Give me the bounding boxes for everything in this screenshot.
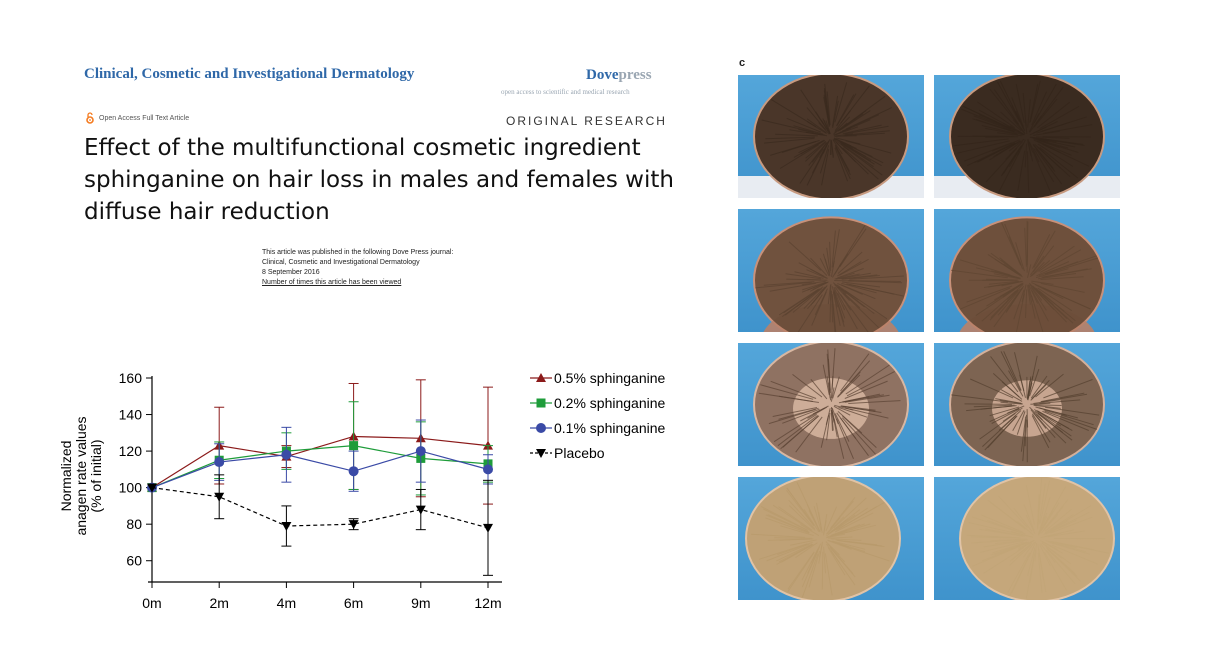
pub-line-1: This article was published in the follow… <box>262 249 454 256</box>
data-point <box>214 457 225 468</box>
series-0-5-sphinganine <box>147 379 493 505</box>
data-point <box>415 446 426 457</box>
legend-marker <box>536 449 546 458</box>
scalp-photo <box>738 209 924 332</box>
section-label: ORIGINAL RESEARCH <box>506 114 667 128</box>
legend-label: Placebo <box>554 445 605 461</box>
dovepress-logo[interactable]: Dovepress <box>586 67 652 84</box>
publication-info: This article was published in the follow… <box>262 248 453 288</box>
open-access-label: Open Access Full Text Article <box>99 114 190 122</box>
scalp-photo <box>738 75 924 198</box>
legend-label: 0.5% sphinganine <box>554 370 666 386</box>
chart-series <box>147 379 493 576</box>
y-tick-label: 60 <box>126 553 142 569</box>
data-point <box>349 441 359 451</box>
anagen-rate-chart: 60 80 100 120 140 160 0m 2m 4m 6m 9m 12m Normalizeda… <box>58 370 666 611</box>
legend-marker <box>536 423 546 433</box>
article-header: Clinical, Cosmetic and Investigational D… <box>40 40 680 330</box>
scalp-photo <box>934 477 1120 600</box>
legend-label: 0.1% sphinganine <box>554 420 666 436</box>
pub-date: 8 September 2016 <box>262 269 320 276</box>
views-link[interactable]: Number of times this article has been vi… <box>262 279 402 286</box>
data-point <box>415 505 426 515</box>
series-0-1-sphinganine <box>147 419 493 493</box>
pub-line-2: Clinical, Cosmetic and Investigational D… <box>262 259 420 266</box>
chart-axes: 60 80 100 120 140 160 0m 2m 4m 6m 9m 12m Normalizeda… <box>58 370 502 611</box>
legend-label: 0.2% sphinganine <box>554 395 666 411</box>
legend-marker <box>536 373 546 382</box>
y-tick-label: 120 <box>119 443 143 459</box>
brand-tagline: open access to scientific and medical re… <box>501 88 630 96</box>
y-axis-label: Normalizedanagen rate values(% of initia… <box>58 416 104 535</box>
chart-legend: 0.5% sphinganine 0.2% sphinganine 0.1% sph… <box>530 370 666 461</box>
data-point <box>483 523 493 533</box>
data-point <box>348 520 359 530</box>
legend-entry: Placebo <box>530 445 605 461</box>
x-tick-label: 9m <box>411 595 430 611</box>
article-title: Effect of the multifunctional cosmetic i… <box>84 135 674 225</box>
x-tick-label: 12m <box>474 595 501 611</box>
x-tick-label: 6m <box>344 595 363 611</box>
scalp-photo <box>934 75 1120 198</box>
series-line <box>151 445 489 489</box>
legend-marker <box>536 398 546 408</box>
y-tick-label: 160 <box>119 370 143 386</box>
scalp-photo <box>738 343 924 466</box>
series-placebo <box>147 474 493 576</box>
data-point <box>281 449 292 460</box>
scalp-photo <box>934 343 1120 466</box>
series-line <box>151 450 489 489</box>
open-access-row: Open Access Full Text Article <box>85 112 189 124</box>
series-line <box>151 487 489 529</box>
legend-entry: 0.1% sphinganine <box>530 420 666 436</box>
brand-name: Dove <box>586 67 619 83</box>
data-point <box>483 464 493 475</box>
y-tick-label: 140 <box>119 407 143 423</box>
data-point <box>281 522 292 532</box>
x-tick-label: 2m <box>209 595 228 611</box>
data-point <box>147 483 157 493</box>
brand-suffix: press <box>618 67 652 83</box>
y-tick-label: 80 <box>126 516 142 532</box>
data-point <box>348 466 359 477</box>
y-tick-label: 100 <box>119 480 143 496</box>
figure-panel-label: c <box>739 57 746 69</box>
legend-entry: 0.5% sphinganine <box>530 370 666 386</box>
series-0-2-sphinganine <box>147 401 493 496</box>
data-point <box>214 492 225 502</box>
open-access-icon <box>86 112 94 124</box>
legend-entry: 0.2% sphinganine <box>530 395 666 411</box>
scalp-photo <box>738 477 924 600</box>
x-tick-label: 0m <box>142 595 161 611</box>
x-tick-label: 4m <box>277 595 296 611</box>
scalp-photo <box>934 209 1120 332</box>
journal-name[interactable]: Clinical, Cosmetic and Investigational D… <box>84 66 415 82</box>
series-line <box>151 435 489 489</box>
